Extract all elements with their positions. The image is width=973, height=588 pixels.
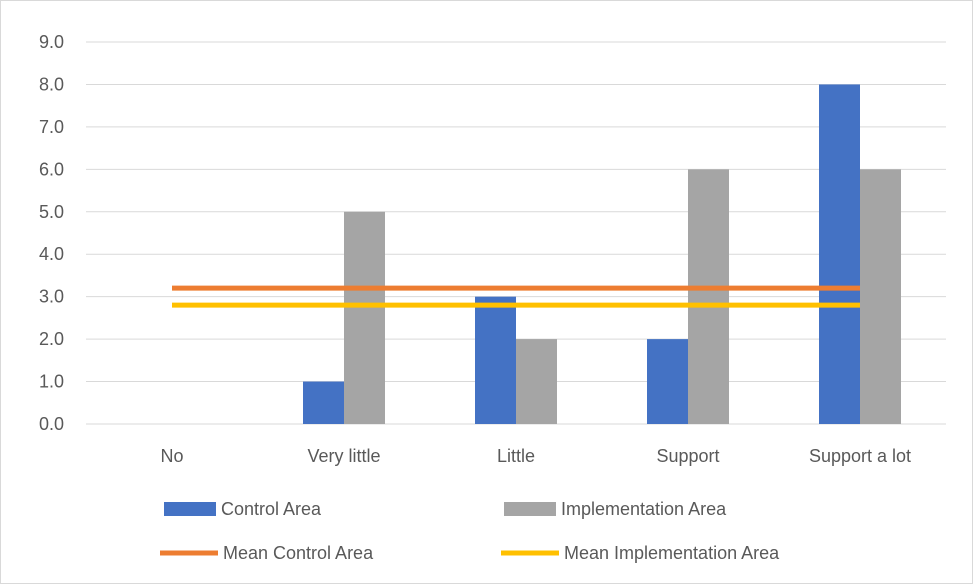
x-axis-ticks: No Very little Little Support Support a lot bbox=[160, 446, 911, 466]
legend-label-mean-control-area: Mean Control Area bbox=[223, 543, 374, 563]
legend-label-implementation-area: Implementation Area bbox=[561, 499, 727, 519]
gridlines bbox=[86, 41, 946, 425]
bar-implementation-area bbox=[688, 169, 729, 424]
y-tick-label: 4.0 bbox=[39, 244, 64, 264]
x-tick-label: No bbox=[160, 446, 183, 466]
x-tick-label: Little bbox=[497, 446, 535, 466]
y-tick-label: 9.0 bbox=[39, 32, 64, 52]
legend-swatch-implementation-area bbox=[504, 502, 556, 516]
legend-label-control-area: Control Area bbox=[221, 499, 322, 519]
bars bbox=[303, 84, 901, 424]
y-axis-ticks: 0.0 1.0 2.0 3.0 4.0 5.0 6.0 7.0 8.0 9.0 bbox=[39, 32, 64, 434]
y-tick-label: 8.0 bbox=[39, 74, 64, 94]
y-tick-label: 2.0 bbox=[39, 329, 64, 349]
y-tick-label: 3.0 bbox=[39, 287, 64, 307]
mean-lines bbox=[172, 285, 860, 308]
x-tick-label: Very little bbox=[307, 446, 380, 466]
y-tick-label: 5.0 bbox=[39, 202, 64, 222]
legend: Control Area Implementation Area Mean Cont… bbox=[160, 499, 780, 563]
y-tick-label: 7.0 bbox=[39, 117, 64, 137]
bar-implementation-area bbox=[344, 211, 385, 424]
x-tick-label: Support bbox=[656, 446, 719, 466]
bar-control-area bbox=[819, 84, 860, 424]
bar-control-area bbox=[647, 339, 688, 424]
legend-label-mean-implementation-area: Mean Implementation Area bbox=[564, 543, 780, 563]
legend-swatch-control-area bbox=[164, 502, 216, 516]
bar-control-area bbox=[303, 381, 344, 424]
x-tick-label: Support a lot bbox=[809, 446, 911, 466]
bar-implementation-area bbox=[860, 169, 901, 424]
y-tick-label: 6.0 bbox=[39, 159, 64, 179]
bar-control-area bbox=[475, 296, 516, 424]
y-tick-label: 1.0 bbox=[39, 372, 64, 392]
bar-implementation-area bbox=[516, 339, 557, 424]
y-tick-label: 0.0 bbox=[39, 414, 64, 434]
